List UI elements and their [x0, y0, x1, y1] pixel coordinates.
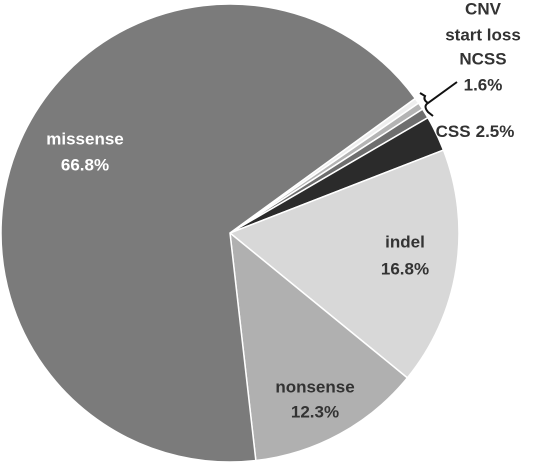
pie: [0, 3, 460, 463]
value-label: 12.3%: [291, 402, 339, 421]
value-label: 16.8%: [381, 259, 429, 278]
group-bracket: [419, 81, 458, 117]
group-category-label: start loss: [445, 25, 521, 44]
pie-slice: [0, 3, 417, 463]
value-label: 2.5%: [476, 122, 515, 141]
slice-label: indel: [385, 232, 425, 251]
group-category-label: CNV: [465, 0, 502, 18]
group-category-label: NCSS: [459, 49, 506, 68]
slice-label: missense: [46, 129, 124, 148]
category-label: CSS: [436, 122, 471, 141]
labels: CSS 2.5% indel 16.8% nonsense 12.3% missense 66…: [46, 0, 521, 421]
pie-slice: [229, 231, 409, 462]
slice-label: nonsense: [275, 377, 354, 396]
value-label: 66.8%: [61, 155, 109, 174]
pie-slice: [228, 149, 460, 379]
slice-label: CSS 2.5%: [436, 122, 515, 141]
group-value-label: 1.6%: [464, 75, 503, 94]
